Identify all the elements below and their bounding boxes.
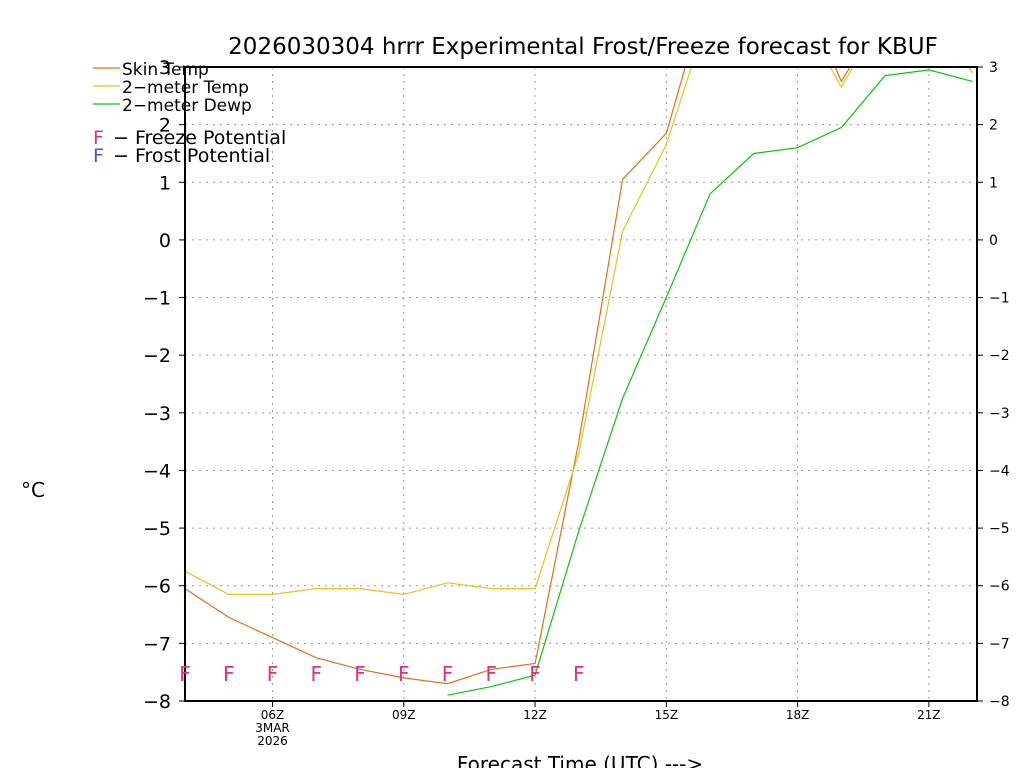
series-line-2: [447, 69, 973, 696]
freeze-flag: F: [223, 662, 235, 686]
y-tick-label-left: 2: [159, 115, 171, 137]
y-tick-label-right: −6: [989, 579, 1010, 595]
y-tick-label-left: −7: [143, 633, 171, 655]
series-line-1: [185, 67, 974, 596]
plot-frame: [184, 66, 978, 702]
y-tick-label-left: −1: [143, 288, 171, 310]
x-tick-date: 3MAR: [255, 721, 290, 735]
y-tick-label-left: −3: [143, 403, 171, 425]
freeze-flag: F: [179, 662, 191, 686]
y-tick-label-left: −5: [143, 518, 171, 540]
series-group: [185, 67, 974, 696]
y-tick-label-right: −4: [989, 463, 1010, 479]
freeze-flag: F: [442, 662, 454, 686]
y-tick-label-right: −8: [989, 694, 1010, 710]
y-tick-label-right: 2: [989, 118, 998, 134]
x-tick-label: 06Z: [261, 708, 285, 722]
legend-label: 2−meter Dewp: [122, 96, 252, 116]
potential-label: − Frost Potential: [113, 145, 270, 167]
legend-label: 2−meter Temp: [122, 78, 249, 98]
x-tick-label: 21Z: [917, 708, 941, 722]
y-tick-label-left: −6: [143, 576, 171, 598]
y-tick-label-right: −1: [989, 291, 1010, 307]
x-tick-label: 18Z: [786, 708, 810, 722]
y-tick-label-right: −5: [989, 521, 1010, 537]
x-tick-label: 09Z: [392, 708, 416, 722]
x-axis-label: Forecast Time (UTC) --->: [457, 752, 703, 768]
y-tick-label-left: −8: [143, 691, 171, 713]
y-tick-label-left: 1: [159, 172, 171, 194]
y-axis-left: −8 −7 −6 −5 −4 −3 −2 −1 0 1 2 3: [143, 57, 185, 713]
x-tick-label: 12Z: [523, 708, 547, 722]
x-tick-label: 15Z: [655, 708, 679, 722]
freeze-flag: F: [529, 662, 541, 686]
y-tick-label-right: −2: [989, 348, 1010, 364]
freeze-flag: F: [311, 662, 323, 686]
y-tick-label-right: 1: [989, 175, 998, 191]
y-tick-label-left: 3: [159, 57, 171, 79]
x-tick-year: 2026: [257, 734, 288, 748]
legend-label: Skin Temp: [122, 60, 209, 80]
series-line-0: [185, 67, 974, 685]
chart-title: 2026030304 hrrr Experimental Frost/Freez…: [228, 34, 938, 60]
y-tick-label-right: 3: [989, 60, 998, 76]
potential-letter: F: [93, 127, 104, 149]
freeze-flag: F: [354, 662, 366, 686]
grid: [185, 67, 977, 701]
freeze-flag: F: [267, 662, 279, 686]
y-tick-label-right: −7: [989, 636, 1010, 652]
freeze-flag: F: [486, 662, 498, 686]
y-tick-label-left: 0: [159, 230, 171, 252]
freeze-flag: F: [398, 662, 410, 686]
y-tick-label-right: −3: [989, 406, 1010, 422]
y-axis-right: −8 −7 −6 −5 −4 −3 −2 −1 0 1 2 3: [977, 60, 1010, 710]
freeze-flag: F: [573, 662, 585, 686]
potential-label: − Freeze Potential: [113, 127, 286, 149]
y-tick-label-right: 0: [989, 233, 998, 249]
y-tick-label-left: −2: [143, 345, 171, 367]
potential-letter: F: [93, 145, 104, 167]
y-axis-label: °C: [21, 478, 45, 502]
y-tick-label-left: −4: [143, 460, 171, 482]
